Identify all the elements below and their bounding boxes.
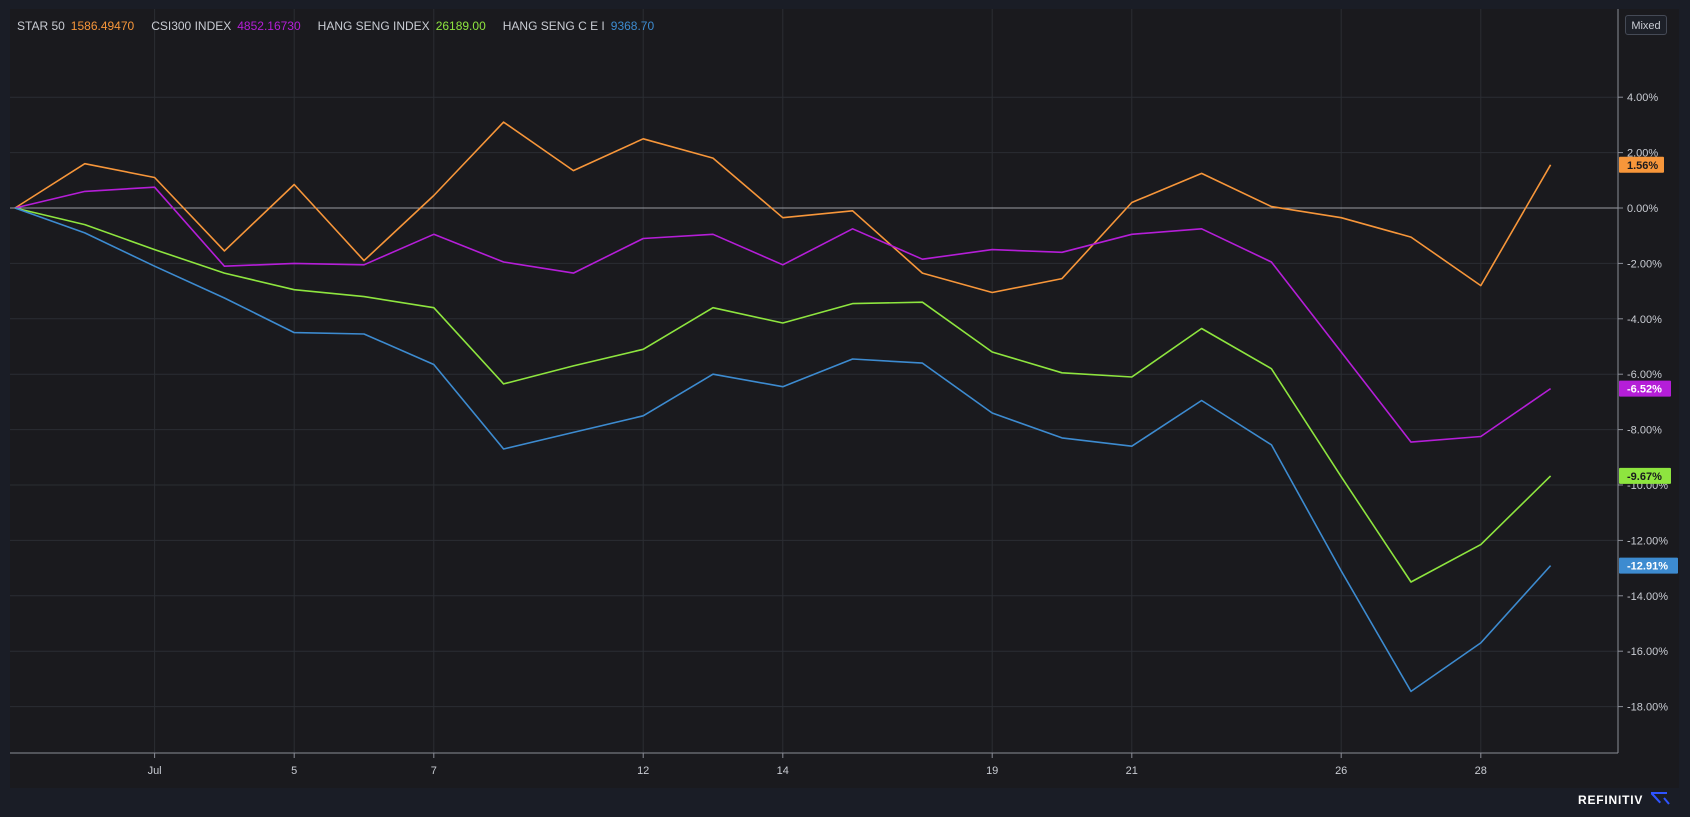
- x-tick-label: 26: [1335, 765, 1347, 777]
- x-tick-label: 12: [637, 765, 649, 777]
- legend-series-name: STAR 50: [17, 19, 65, 33]
- y-tick-label: -4.00%: [1627, 314, 1662, 326]
- end-value-tag-bg: [1619, 467, 1671, 484]
- x-tick-label: Jul: [148, 765, 162, 777]
- brand-footer: REFINITIV: [1578, 790, 1671, 811]
- series-line-hang-seng-index[interactable]: [14, 207, 1552, 583]
- y-tick-label: -16.00%: [1627, 646, 1668, 658]
- series-line-hang-seng-c-e-i[interactable]: [14, 207, 1552, 693]
- end-value-tag: -6.52%: [1619, 380, 1671, 397]
- end-value-tag: -12.91%: [1619, 557, 1678, 574]
- x-tick-label: 5: [291, 765, 297, 777]
- y-tick-label: 4.00%: [1627, 92, 1658, 104]
- legend-series-name: HANG SENG INDEX: [317, 19, 430, 33]
- scale-mode-button[interactable]: Mixed: [1625, 15, 1667, 35]
- end-value-label: 1.56%: [1627, 160, 1658, 172]
- x-tick-label: 19: [986, 765, 998, 777]
- y-tick-label: -14.00%: [1627, 591, 1668, 603]
- x-tick-label: 28: [1475, 765, 1487, 777]
- refinitiv-logo-icon: [1649, 790, 1671, 811]
- legend-item[interactable]: HANG SENG C E I 9368.70: [503, 19, 654, 33]
- legend-series-name: CSI300 INDEX: [151, 19, 232, 33]
- legend-item[interactable]: CSI300 INDEX 4852.16730: [151, 19, 300, 33]
- y-tick-label: 0.00%: [1627, 203, 1658, 215]
- y-tick-label: 2.00%: [1627, 148, 1658, 160]
- x-tick-label: 14: [777, 765, 789, 777]
- y-tick-label: -6.00%: [1627, 369, 1662, 381]
- legend-item[interactable]: STAR 50 1586.49470: [17, 19, 134, 33]
- chart-legend: STAR 50 1586.49470 CSI300 INDEX 4852.16730 H…: [17, 17, 671, 35]
- end-value-label: -12.91%: [1627, 561, 1668, 573]
- end-value-label: -9.67%: [1627, 471, 1662, 483]
- legend-series-value: 4852.16730: [237, 19, 301, 33]
- end-value-tag-bg: [1619, 156, 1664, 173]
- end-value-tag-bg: [1619, 557, 1678, 574]
- end-value-tag-bg: [1619, 380, 1671, 397]
- legend-item[interactable]: HANG SENG INDEX 26189.00: [318, 19, 486, 33]
- x-tick-label: 7: [431, 765, 437, 777]
- y-tick-label: -12.00%: [1627, 535, 1668, 547]
- series-line-star-50[interactable]: [14, 121, 1552, 294]
- y-tick-label: -18.00%: [1627, 702, 1668, 714]
- brand-name: REFINITIV: [1578, 793, 1644, 807]
- legend-series-value: 9368.70: [610, 19, 655, 33]
- legend-series-value: 26189.00: [435, 19, 486, 33]
- legend-series-value: 1586.49470: [70, 19, 135, 33]
- plot-background: [10, 9, 1679, 788]
- end-value-label: -6.52%: [1627, 384, 1662, 396]
- y-tick-label: -2.00%: [1627, 258, 1662, 270]
- series-line-csi300-index[interactable]: [14, 186, 1552, 443]
- end-value-tag: 1.56%: [1619, 156, 1664, 173]
- y-tick-label: -8.00%: [1627, 425, 1662, 437]
- x-tick-label: 21: [1126, 765, 1138, 777]
- legend-series-name: HANG SENG C E I: [502, 19, 605, 33]
- end-value-tag: -9.67%: [1619, 467, 1671, 484]
